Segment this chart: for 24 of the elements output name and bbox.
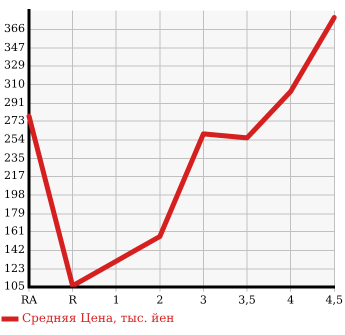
y-tick-label: 161 [4, 224, 25, 238]
y-tick-label: 366 [4, 22, 25, 36]
x-tick-label: 2 [156, 293, 164, 306]
y-tick-label: 179 [4, 206, 25, 220]
x-tick-label: R [68, 293, 78, 306]
x-tick-label: 3 [200, 293, 207, 306]
y-tick-label: 217 [4, 169, 25, 182]
y-tick-label: 254 [4, 132, 25, 146]
x-tick-label: 4,5 [326, 293, 344, 306]
y-tick-label: 198 [4, 188, 25, 201]
x-tick-label: 4 [287, 293, 294, 306]
y-tick-label: 273 [4, 114, 25, 127]
y-tick-label: 347 [4, 40, 25, 54]
x-tick-label: 3,5 [238, 293, 256, 306]
x-tick-label: RA [20, 293, 38, 306]
x-tick-label: 1 [112, 293, 120, 306]
y-tick-label: 235 [4, 151, 25, 164]
y-tick-label: 310 [4, 77, 25, 90]
y-tick-label: 329 [4, 58, 25, 72]
y-tick-label: 291 [4, 96, 25, 110]
legend-label: Средняя Цена, тыс. йен [22, 311, 174, 326]
y-tick-label: 105 [4, 280, 25, 293]
y-tick-label: 123 [4, 262, 25, 275]
y-tick-label: 142 [4, 243, 25, 256]
